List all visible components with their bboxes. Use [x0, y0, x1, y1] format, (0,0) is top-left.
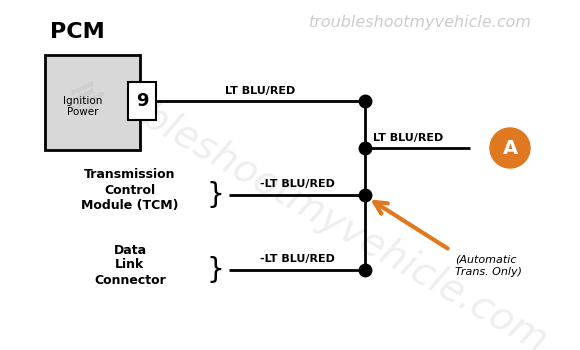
Text: troubleshootmyvehicle.com: troubleshootmyvehicle.com — [309, 14, 531, 29]
Text: -LT BLU/RED: -LT BLU/RED — [260, 254, 335, 264]
Text: troubleshootmyvehicle.com: troubleshootmyvehicle.com — [66, 58, 554, 350]
Text: A: A — [502, 139, 517, 158]
Text: LT BLU/RED: LT BLU/RED — [373, 133, 443, 143]
Text: Ignition
Power: Ignition Power — [63, 96, 102, 117]
Text: -LT BLU/RED: -LT BLU/RED — [260, 179, 335, 189]
Text: Data
Link
Connector: Data Link Connector — [94, 244, 166, 287]
Text: (Automatic
Trans. Only): (Automatic Trans. Only) — [455, 255, 522, 276]
Bar — [45, 55, 140, 150]
Text: }: } — [206, 256, 224, 284]
Text: 9: 9 — [136, 92, 148, 110]
Text: }: } — [206, 181, 224, 209]
Circle shape — [490, 128, 530, 168]
Bar — [128, 82, 156, 120]
Text: Transmission
Control
Module (TCM): Transmission Control Module (TCM) — [81, 168, 179, 211]
Text: trouble
shoot
myvehicle
.com: trouble shoot myvehicle .com — [66, 78, 110, 117]
Text: PCM: PCM — [50, 22, 105, 42]
Text: LT BLU/RED: LT BLU/RED — [226, 86, 296, 96]
